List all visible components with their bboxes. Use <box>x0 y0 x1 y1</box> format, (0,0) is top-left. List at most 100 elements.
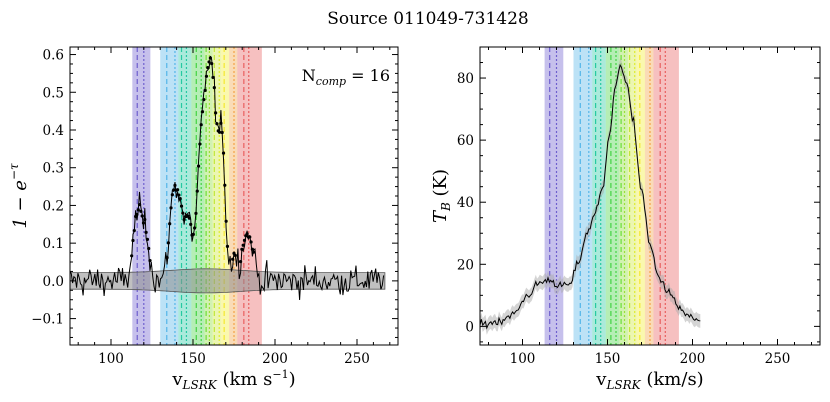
fit-point <box>224 219 228 223</box>
fit-point <box>136 208 140 212</box>
fit-point <box>193 226 197 230</box>
fit-point <box>203 88 207 92</box>
fit-point <box>219 121 223 125</box>
panel-right-brightness-temperature: 100 150 200 250 0 20 40 60 80 vLSRK (km/s) TB (K) <box>430 46 821 392</box>
fit-point <box>165 256 169 260</box>
fit-point <box>250 247 254 251</box>
y-tick-label: 40 <box>457 195 474 211</box>
fit-point <box>199 123 203 127</box>
figure-title: Source 011049-731428 <box>327 9 528 29</box>
fit-point <box>143 217 147 222</box>
components-annotation: Ncomp = 16 <box>302 66 390 88</box>
x-tick-label: 250 <box>765 351 791 367</box>
fit-point <box>248 235 252 239</box>
fit-point <box>175 188 180 192</box>
fit-point <box>231 257 235 261</box>
fit-point <box>173 183 177 187</box>
fit-point <box>130 254 134 258</box>
x-tick-label: 200 <box>262 351 288 367</box>
y-tick-label: 0.0 <box>43 274 64 290</box>
y-tick-label: 0.3 <box>43 161 64 177</box>
component-band-4 <box>605 47 620 345</box>
y-tick-label: 0.6 <box>43 48 64 64</box>
y-tick-label: 0.4 <box>43 123 64 139</box>
fit-point <box>170 193 174 197</box>
y-axis-label: TB (K) <box>430 169 453 223</box>
fit-point <box>207 60 211 64</box>
fit-point <box>221 151 226 155</box>
fit-point <box>245 232 249 236</box>
component-band-9 <box>237 47 262 345</box>
component-band-7 <box>636 47 645 345</box>
fit-point <box>242 238 247 242</box>
fit-point <box>233 253 237 257</box>
component-band-4 <box>191 47 205 345</box>
fit-point <box>166 241 170 245</box>
fit-point <box>177 193 181 197</box>
fit-point <box>211 75 215 80</box>
fit-point <box>210 62 214 66</box>
plot-area <box>480 47 701 345</box>
fit-point <box>147 246 151 251</box>
fit-point <box>172 188 176 192</box>
fit-point <box>220 130 224 135</box>
fit-point <box>145 237 150 241</box>
fit-point <box>196 164 201 168</box>
fit-point <box>198 142 202 146</box>
fit-point <box>208 56 212 60</box>
x-tick-label: 250 <box>344 351 370 367</box>
fit-point <box>135 212 139 216</box>
component-band-1 <box>544 47 564 345</box>
fit-point <box>187 216 191 220</box>
component-band-5 <box>204 47 213 345</box>
fit-point <box>252 250 256 254</box>
fit-point <box>214 111 218 115</box>
fit-point <box>215 122 219 126</box>
fit-point <box>181 211 185 215</box>
fit-point <box>204 74 209 78</box>
y-tick-label: 20 <box>457 257 474 273</box>
absorption-spectrum <box>70 55 385 301</box>
fit-point <box>249 240 253 244</box>
emission-spectrum <box>480 63 701 330</box>
fit-point <box>139 209 143 213</box>
axes-frame <box>479 46 821 346</box>
fit-point <box>194 211 198 216</box>
x-tick-label: 100 <box>98 351 124 367</box>
component-band-5 <box>619 47 628 345</box>
component-band-8 <box>229 47 238 345</box>
y-tick-label: 0.2 <box>43 198 64 214</box>
y-tick-label: 60 <box>457 133 474 149</box>
y-tick-label: 0.5 <box>43 85 64 101</box>
fit-point <box>169 206 173 210</box>
fit-point <box>179 204 184 208</box>
x-axis-label: vLSRK (km s−1) <box>171 368 295 392</box>
fit-point <box>195 189 199 193</box>
fit-point <box>225 244 230 248</box>
panel-left-optical-depth: 100 150 200 250 −0.1 0.0 0.1 0.2 0.3 0.4 0.5 0.6 vLS… <box>7 46 399 392</box>
fit-point <box>178 196 182 201</box>
fit-point <box>217 130 222 134</box>
fit-point <box>206 65 210 70</box>
y-tick-label: 80 <box>457 71 474 87</box>
fit-point <box>168 222 172 226</box>
y-tick-label: −0.1 <box>31 312 64 328</box>
fit-point <box>189 222 193 226</box>
x-tick-label: 150 <box>595 351 621 367</box>
x-tick-label: 100 <box>510 351 536 367</box>
x-tick-label: 150 <box>180 351 206 367</box>
component-band-8 <box>644 47 654 345</box>
fit-point <box>144 230 148 234</box>
fit-point <box>223 183 227 187</box>
fit-point <box>131 238 135 243</box>
fit-point <box>137 202 142 207</box>
fit-point <box>132 228 136 233</box>
y-tick-label: 0 <box>465 319 474 335</box>
fit-point <box>241 243 245 247</box>
x-axis-label: vLSRK (km/s) <box>595 369 703 392</box>
component-band-6 <box>627 47 637 345</box>
x-tick-label: 200 <box>680 351 706 367</box>
fit-point <box>182 218 186 222</box>
fit-point <box>191 232 195 236</box>
